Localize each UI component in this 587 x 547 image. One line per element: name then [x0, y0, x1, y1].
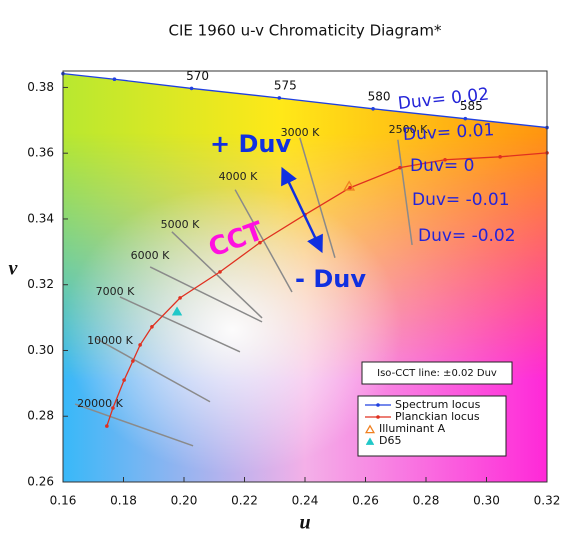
- point: [258, 240, 262, 245]
- iso-cct-line: [149, 266, 263, 323]
- y-tick-label: 0.34: [27, 211, 54, 225]
- point: [131, 359, 135, 363]
- point: [150, 325, 154, 329]
- point: [463, 116, 468, 121]
- wavelength-label: 585: [460, 99, 483, 113]
- point: [371, 107, 375, 111]
- annotation: + Duv: [210, 130, 291, 158]
- legend-swatch: [376, 415, 380, 419]
- point: [277, 96, 282, 100]
- point: [398, 165, 402, 170]
- legend-label: Spectrum locus: [395, 398, 481, 411]
- y-tick-label: 0.30: [27, 343, 54, 357]
- iso-cct-label: 7000 K: [96, 285, 135, 298]
- point: [178, 296, 182, 300]
- point: [498, 155, 502, 159]
- point: [189, 86, 194, 91]
- legend-label: Planckian locus: [395, 410, 480, 423]
- x-tick-label: 0.24: [292, 494, 319, 508]
- point: [343, 180, 356, 191]
- iso-cct-label: 6000 K: [131, 249, 170, 262]
- chart-title: CIE 1960 u-v Chromaticity Diagram*: [169, 22, 442, 40]
- iso-cct-label: 4000 K: [219, 170, 258, 183]
- duv-arrow: [281, 166, 323, 254]
- y-axis-label: v: [9, 258, 19, 280]
- point: [112, 77, 117, 82]
- y-tick-label: 0.28: [27, 409, 54, 423]
- x-tick-label: 0.22: [231, 494, 258, 508]
- point: [218, 270, 222, 274]
- iso-cct-line: [119, 296, 241, 353]
- wavelength-label: 570: [186, 69, 209, 83]
- point: [105, 424, 109, 428]
- iso-cct-label: 3000 K: [281, 126, 320, 139]
- x-tick-label: 0.20: [171, 494, 198, 508]
- wavelength-label: 580: [368, 89, 391, 103]
- y-tick-label: 0.26: [27, 475, 54, 489]
- annotation: Duv= 0: [410, 156, 474, 176]
- iso-cct-label: 2500 K: [389, 123, 428, 136]
- iso-cct-line: [171, 231, 263, 319]
- point: [111, 406, 115, 410]
- x-tick-label: 0.30: [473, 494, 500, 508]
- legend-swatch: [365, 437, 375, 445]
- annotation: Duv= -0.01: [412, 190, 510, 210]
- annotation: - Duv: [295, 265, 366, 293]
- annotation: Duv= -0.02: [418, 226, 516, 246]
- note-box: [361, 361, 513, 385]
- point: [171, 306, 183, 316]
- note: Iso-CCT line: ±0.02 Duv: [377, 368, 497, 379]
- wavelength-label: 575: [274, 78, 297, 92]
- point: [122, 378, 126, 382]
- iso-cct-label: 5000 K: [161, 218, 200, 231]
- x-axis-label: u: [299, 512, 310, 534]
- annotation: Duv= 0.01: [402, 120, 494, 145]
- point: [138, 343, 142, 347]
- legend-box: [357, 395, 507, 457]
- iso-cct-line: [397, 139, 413, 246]
- x-tick-label: 0.28: [413, 494, 440, 508]
- iso-cct-label: 10000 K: [87, 334, 133, 347]
- x-tick-label: 0.26: [352, 494, 379, 508]
- y-tick-label: 0.38: [27, 80, 54, 94]
- iso-cct-line: [94, 337, 211, 403]
- y-tick-label: 0.32: [27, 277, 54, 291]
- legend-label: Illuminant A: [379, 422, 446, 435]
- x-tick-label: 0.32: [534, 494, 561, 508]
- point: [443, 157, 447, 162]
- iso-cct-line: [74, 403, 194, 447]
- legend-label: D65: [379, 434, 401, 447]
- legend-swatch: [376, 403, 380, 407]
- y-tick-label: 0.36: [27, 146, 54, 160]
- x-tick-label: 0.18: [110, 494, 137, 508]
- point: [348, 185, 352, 190]
- legend-swatch: [364, 424, 376, 434]
- background: [63, 73, 547, 482]
- x-tick-label: 0.16: [50, 494, 77, 508]
